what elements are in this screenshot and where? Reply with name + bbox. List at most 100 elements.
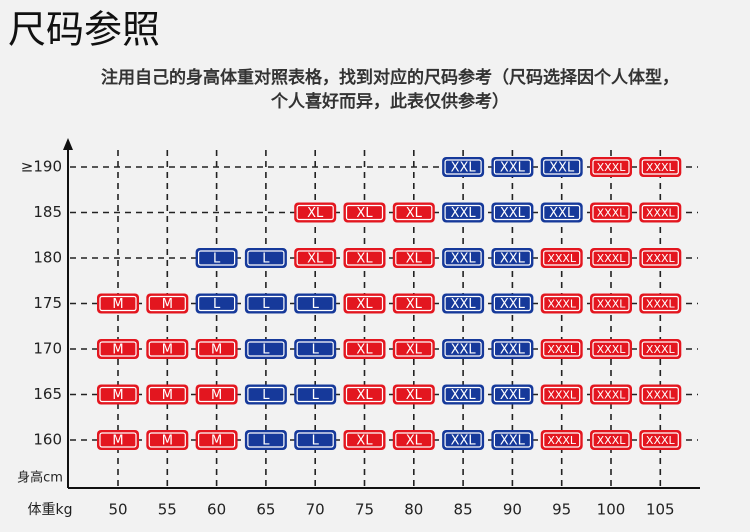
badge-border xyxy=(543,159,581,175)
size-label: XXL xyxy=(451,252,477,267)
subtitle: 个人喜好而异，此表仅供参考） xyxy=(270,91,509,112)
size-badge xyxy=(639,339,682,359)
badge-border xyxy=(493,204,531,221)
size-label: L xyxy=(312,388,320,403)
badge-border xyxy=(148,295,186,312)
size-label: XXXL xyxy=(547,434,577,447)
size-label: L xyxy=(262,388,270,403)
badge-border xyxy=(543,295,581,312)
badge-border xyxy=(395,204,433,221)
y-tick-label: 175 xyxy=(33,294,62,312)
size-label: XXL xyxy=(500,252,526,267)
size-label: XXXL xyxy=(646,389,676,402)
size-badge xyxy=(244,248,287,268)
size-badge xyxy=(639,430,682,450)
badge-border xyxy=(543,250,581,266)
badge-border xyxy=(444,341,482,357)
badge-border xyxy=(493,341,531,357)
badge-border xyxy=(345,250,384,266)
size-label: XXXL xyxy=(597,207,627,220)
size-badge xyxy=(97,293,139,314)
size-badge xyxy=(244,384,287,405)
x-tick-label: 90 xyxy=(503,501,522,519)
size-label: XXXL xyxy=(646,161,676,174)
size-label: XXXL xyxy=(547,343,577,356)
size-label: XL xyxy=(356,206,373,221)
size-badge xyxy=(442,157,485,177)
size-badge xyxy=(590,248,632,268)
x-tick-label: 60 xyxy=(207,501,226,519)
badge-border xyxy=(247,432,285,448)
size-label: L xyxy=(262,297,270,312)
size-badge xyxy=(244,293,287,314)
size-label: XXL xyxy=(451,434,477,449)
badge-border xyxy=(99,386,137,403)
y-axis-label: 身高cm xyxy=(17,470,63,486)
badge-border xyxy=(592,204,630,221)
size-badge xyxy=(392,293,435,314)
size-label: L xyxy=(262,434,270,449)
size-badge xyxy=(244,339,287,359)
size-badge xyxy=(294,248,337,268)
size-label: XXL xyxy=(500,388,526,403)
badge-border xyxy=(395,386,433,403)
size-label: XL xyxy=(406,297,423,312)
size-label: XL xyxy=(406,343,423,358)
size-label: XL xyxy=(406,434,423,449)
badge-border xyxy=(493,432,531,448)
badge-border xyxy=(296,386,334,403)
badge-border xyxy=(493,159,531,175)
size-badge xyxy=(195,248,238,268)
badge-border xyxy=(592,159,630,175)
badge-border xyxy=(345,386,384,403)
x-tick-label: 85 xyxy=(454,501,473,519)
size-label: L xyxy=(262,343,270,358)
badge-border xyxy=(345,295,384,312)
size-label: XXXL xyxy=(597,389,627,402)
size-badge xyxy=(442,430,485,450)
badge-border xyxy=(247,295,285,312)
size-badge xyxy=(244,430,287,450)
size-badge xyxy=(590,384,632,405)
badge-border xyxy=(99,295,137,312)
size-badge xyxy=(146,293,189,314)
size-label: L xyxy=(312,297,320,312)
size-badge xyxy=(442,339,485,359)
size-label: XXXL xyxy=(646,207,676,220)
size-badge xyxy=(540,293,583,314)
x-tick-label: 95 xyxy=(552,501,571,519)
size-badge xyxy=(195,339,238,359)
size-label: XXXL xyxy=(597,161,627,174)
size-badge xyxy=(392,202,435,223)
badge-border xyxy=(395,295,433,312)
badge-border xyxy=(198,386,236,403)
size-badge xyxy=(294,293,337,314)
badge-border xyxy=(345,432,384,448)
badge-border xyxy=(592,386,630,403)
size-badge xyxy=(491,202,534,223)
badge-border xyxy=(148,341,186,357)
size-label: XXL xyxy=(500,206,526,221)
badge-border xyxy=(543,204,581,221)
badge-border xyxy=(493,295,531,312)
badge-border xyxy=(296,295,334,312)
size-badge xyxy=(392,384,435,405)
subtitle: 注用自己的身高体重对照表格，找到对应的尺码参考（尺码选择因个人体型， xyxy=(101,67,679,88)
size-badge xyxy=(195,430,238,450)
badge-border xyxy=(296,432,334,448)
y-tick-label: ≥190 xyxy=(21,158,62,176)
x-tick-label: 80 xyxy=(404,501,423,519)
size-badge xyxy=(491,157,534,177)
size-badge xyxy=(491,248,534,268)
size-label: XXL xyxy=(451,161,477,176)
badge-border xyxy=(247,250,285,266)
size-badge xyxy=(343,293,386,314)
size-badge xyxy=(97,339,139,359)
badge-border xyxy=(543,341,581,357)
size-badge xyxy=(590,202,632,223)
y-tick-label: 185 xyxy=(33,203,62,221)
size-label: XXXL xyxy=(646,298,676,311)
size-label: XXXL xyxy=(547,389,577,402)
size-label: XXL xyxy=(549,161,575,176)
